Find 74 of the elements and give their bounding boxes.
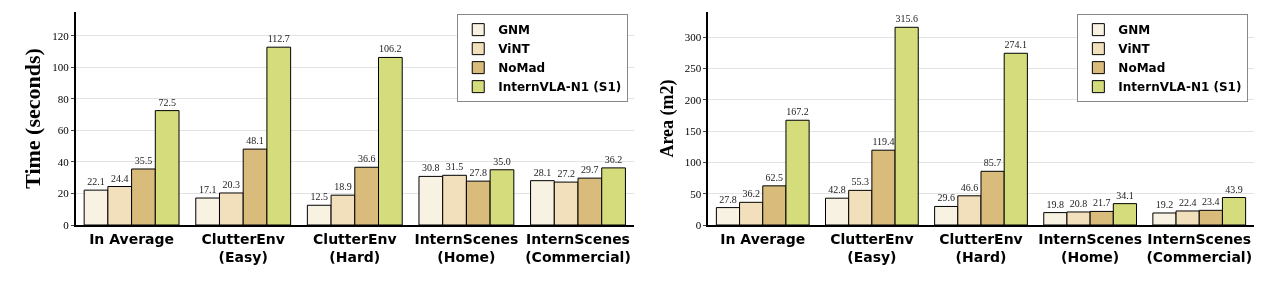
data-label: 42.8 xyxy=(828,184,846,196)
y-axis-title: Area (m2) xyxy=(657,79,679,158)
data-label: 23.4 xyxy=(1202,196,1220,208)
data-label: 274.1 xyxy=(1004,39,1028,51)
data-label: 18.9 xyxy=(334,181,352,193)
legend-label: ViNT xyxy=(1118,42,1151,57)
y-tick-label: 0 xyxy=(63,218,70,231)
x-tick-label: In Average xyxy=(89,230,175,247)
data-label: 167.2 xyxy=(786,106,809,118)
data-label: 30.8 xyxy=(422,162,440,174)
y-tick-label: 40 xyxy=(57,155,70,168)
data-label: 19.8 xyxy=(1046,198,1065,210)
data-label: 27.8 xyxy=(469,167,488,179)
data-label: 34.1 xyxy=(1116,189,1134,201)
y-axis-title: Time (seconds) xyxy=(19,48,45,189)
data-label: 315.6 xyxy=(895,13,918,25)
data-label: 112.7 xyxy=(267,33,290,45)
data-label: 28.1 xyxy=(533,166,552,178)
data-label: 72.5 xyxy=(158,96,176,108)
data-label: 22.4 xyxy=(1178,196,1197,208)
data-label: 36.2 xyxy=(604,153,623,165)
x-tick-label: InternScenes (Home) xyxy=(414,230,519,265)
data-label: 48.1 xyxy=(246,135,264,147)
data-label: 43.9 xyxy=(1225,183,1243,195)
data-label: 22.1 xyxy=(87,176,105,188)
data-label: 20.8 xyxy=(1069,197,1088,209)
data-label: 27.8 xyxy=(719,193,737,205)
legend-label: GNM xyxy=(498,23,531,38)
x-tick-label: InternScenes (Home) xyxy=(1038,230,1143,265)
y-tick-label: 20 xyxy=(57,187,70,200)
data-label: 62.5 xyxy=(765,171,784,183)
legend-label: InternVLA-N1 (S1) xyxy=(498,80,622,95)
data-label: 24.4 xyxy=(110,172,129,184)
legend-label: NoMad xyxy=(498,61,546,76)
data-label: 106.2 xyxy=(379,43,402,55)
y-tick-label: 0 xyxy=(695,218,702,231)
x-tick-label: ClutterEnv (Hard) xyxy=(939,230,1023,265)
data-label: 17.1 xyxy=(198,184,217,196)
y-tick-label: 50 xyxy=(690,187,702,200)
y-tick-label: 100 xyxy=(684,156,702,169)
y-tick-label: 60 xyxy=(57,124,70,137)
legend-label: ViNT xyxy=(498,42,531,57)
data-label: 12.5 xyxy=(310,191,328,203)
y-tick-label: 150 xyxy=(684,124,702,137)
x-tick-label: ClutterEnv (Hard) xyxy=(313,230,397,265)
data-label: 20.3 xyxy=(222,178,241,190)
y-tick-label: 80 xyxy=(57,92,70,105)
x-tick-label: ClutterEnv (Easy) xyxy=(830,230,914,265)
data-label: 46.6 xyxy=(960,181,979,193)
data-label: 29.6 xyxy=(937,192,955,204)
legend-label: InternVLA-N1 (S1) xyxy=(1118,80,1242,95)
legend-label: GNM xyxy=(1118,23,1151,38)
data-label: 119.4 xyxy=(872,136,895,148)
x-tick-label: In Average xyxy=(720,230,806,247)
data-label: 29.7 xyxy=(581,164,599,176)
x-tick-label: InternScenes (Commercial) xyxy=(525,230,631,265)
y-tick-label: 300 xyxy=(684,30,702,43)
y-tick-label: 100 xyxy=(52,61,70,74)
data-label: 36.6 xyxy=(357,153,376,165)
y-tick-label: 120 xyxy=(52,29,70,42)
legend-label: NoMad xyxy=(1118,61,1166,76)
data-label: 19.2 xyxy=(1155,198,1174,210)
data-label: 35.5 xyxy=(134,154,153,166)
data-label: 31.5 xyxy=(445,161,464,173)
y-tick-label: 250 xyxy=(684,62,702,75)
data-label: 36.2 xyxy=(742,188,760,200)
data-label: 35.0 xyxy=(493,155,511,167)
x-tick-label: InternScenes (Commercial) xyxy=(1146,230,1253,265)
y-tick-label: 200 xyxy=(684,93,702,106)
data-label: 27.2 xyxy=(557,168,575,180)
data-label: 55.3 xyxy=(851,176,870,188)
data-label: 21.7 xyxy=(1092,197,1111,209)
data-label: 85.7 xyxy=(983,157,1002,169)
x-tick-label: ClutterEnv (Easy) xyxy=(201,230,285,265)
